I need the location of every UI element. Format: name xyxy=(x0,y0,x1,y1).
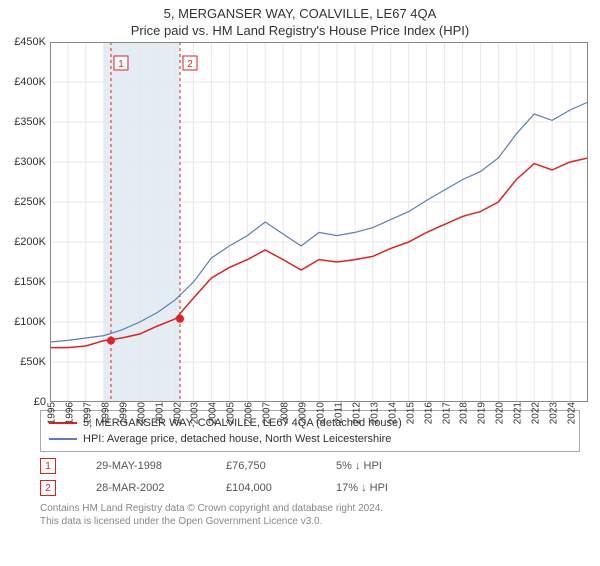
y-tick-label: £100K xyxy=(14,316,50,328)
chart-subtitle: Price paid vs. HM Land Registry's House … xyxy=(0,23,600,38)
svg-text:1: 1 xyxy=(118,59,124,70)
sale-row: 2 28-MAR-2002 £104,000 17% ↓ HPI xyxy=(40,480,600,496)
x-tick-label: 1999 xyxy=(114,402,129,424)
sale-delta: 17% ↓ HPI xyxy=(336,482,388,494)
y-tick-label: £400K xyxy=(14,76,50,88)
sale-marker: 2 xyxy=(40,480,56,496)
y-tick-label: £200K xyxy=(14,236,50,248)
x-tick-label: 2023 xyxy=(545,402,560,424)
y-tick-label: £450K xyxy=(14,36,50,48)
x-tick-label: 2012 xyxy=(347,402,362,424)
sale-price: £104,000 xyxy=(226,482,296,494)
x-tick-label: 2006 xyxy=(240,402,255,424)
x-tick-label: 2013 xyxy=(365,402,380,424)
x-tick-label: 2019 xyxy=(473,402,488,424)
x-tick-label: 2024 xyxy=(563,402,578,424)
svg-text:2: 2 xyxy=(187,59,193,70)
footer-line-1: Contains HM Land Registry data © Crown c… xyxy=(40,502,600,515)
chart-title: 5, MERGANSER WAY, COALVILLE, LE67 4QA xyxy=(0,6,600,21)
sale-price: £76,750 xyxy=(226,460,296,472)
x-tick-label: 2000 xyxy=(132,402,147,424)
x-tick-label: 2017 xyxy=(437,402,452,424)
chart-container: 5, MERGANSER WAY, COALVILLE, LE67 4QA Pr… xyxy=(0,6,600,566)
x-tick-label: 2015 xyxy=(401,402,416,424)
x-tick-label: 2011 xyxy=(329,402,344,424)
x-tick-label: 2001 xyxy=(150,402,165,424)
sale-marker: 1 xyxy=(40,458,56,474)
x-tick-label: 2005 xyxy=(222,402,237,424)
x-tick-label: 2004 xyxy=(204,402,219,424)
x-tick-label: 1996 xyxy=(60,402,75,424)
legend-swatch-hpi xyxy=(49,438,77,440)
x-tick-label: 2007 xyxy=(258,402,273,424)
legend-label-hpi: HPI: Average price, detached house, Nort… xyxy=(83,433,391,445)
x-tick-label: 2021 xyxy=(509,402,524,424)
y-tick-label: £250K xyxy=(14,196,50,208)
legend-row-hpi: HPI: Average price, detached house, Nort… xyxy=(49,431,571,447)
y-tick-label: £50K xyxy=(20,356,50,368)
sale-date: 28-MAR-2002 xyxy=(96,482,186,494)
x-tick-label: 2016 xyxy=(419,402,434,424)
chart-svg: 12 xyxy=(50,42,588,402)
y-tick-label: £150K xyxy=(14,276,50,288)
footer: Contains HM Land Registry data © Crown c… xyxy=(40,502,600,528)
x-tick-label: 2014 xyxy=(383,402,398,424)
x-tick-label: 2003 xyxy=(186,402,201,424)
x-tick-label: 2020 xyxy=(491,402,506,424)
x-tick-label: 2002 xyxy=(168,402,183,424)
y-tick-label: £350K xyxy=(14,116,50,128)
footer-line-2: This data is licensed under the Open Gov… xyxy=(40,515,600,528)
sale-row: 1 29-MAY-1998 £76,750 5% ↓ HPI xyxy=(40,458,600,474)
x-tick-label: 1995 xyxy=(43,402,58,424)
x-tick-label: 2009 xyxy=(294,402,309,424)
sale-delta: 5% ↓ HPI xyxy=(336,460,382,472)
x-tick-label: 1997 xyxy=(78,402,93,424)
sale-table: 1 29-MAY-1998 £76,750 5% ↓ HPI 2 28-MAR-2002 £… xyxy=(0,458,600,496)
x-tick-label: 2008 xyxy=(276,402,291,424)
chart-plot-area: 12 £0£50K£100K£150K£200K£250K£300K£350K£… xyxy=(50,42,588,402)
x-tick-label: 2018 xyxy=(455,402,470,424)
y-tick-label: £300K xyxy=(14,156,50,168)
x-tick-label: 2022 xyxy=(527,402,542,424)
x-tick-label: 2010 xyxy=(312,402,327,424)
x-tick-label: 1998 xyxy=(96,402,111,424)
sale-date: 29-MAY-1998 xyxy=(96,460,186,472)
